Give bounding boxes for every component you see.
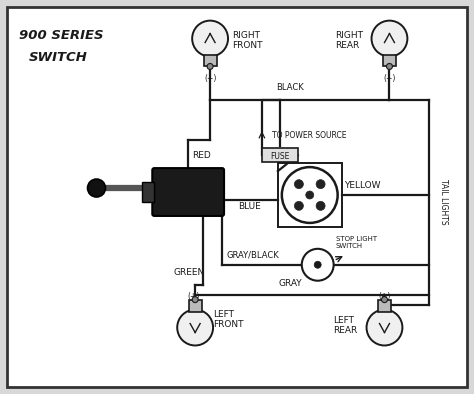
Bar: [278, 163, 342, 227]
Text: (+): (+): [204, 74, 217, 84]
Circle shape: [372, 20, 407, 56]
Text: SWITCH: SWITCH: [29, 50, 88, 63]
Circle shape: [294, 180, 303, 189]
Text: (+): (+): [383, 74, 396, 84]
Text: TO POWER SOURCE: TO POWER SOURCE: [272, 131, 346, 140]
Text: (+): (+): [379, 292, 391, 301]
Text: GRAY/BLACK: GRAY/BLACK: [226, 251, 279, 260]
Circle shape: [207, 63, 213, 69]
Text: GREEN: GREEN: [173, 268, 205, 277]
Text: LEFT
REAR: LEFT REAR: [333, 316, 357, 335]
Circle shape: [382, 297, 387, 303]
Circle shape: [282, 167, 337, 223]
Circle shape: [177, 310, 213, 346]
Circle shape: [316, 201, 325, 210]
Circle shape: [316, 180, 325, 189]
Text: 900 SERIES: 900 SERIES: [19, 29, 103, 42]
Circle shape: [314, 261, 321, 268]
Text: BLUE: BLUE: [238, 202, 261, 211]
Circle shape: [192, 297, 198, 303]
Text: RED: RED: [192, 151, 211, 160]
Circle shape: [386, 63, 392, 69]
Circle shape: [192, 20, 228, 56]
Bar: [189, 299, 201, 312]
Text: LEFT
FRONT: LEFT FRONT: [213, 310, 244, 329]
Text: TAIL LIGHTS: TAIL LIGHTS: [439, 179, 448, 225]
Text: RIGHT
FRONT: RIGHT FRONT: [232, 31, 263, 50]
Text: RIGHT
REAR: RIGHT REAR: [335, 31, 363, 50]
Bar: [383, 54, 396, 67]
Circle shape: [294, 201, 303, 210]
Circle shape: [306, 191, 314, 199]
FancyBboxPatch shape: [262, 148, 298, 162]
Text: YELLOW: YELLOW: [344, 181, 380, 190]
Text: STOP LIGHT
SWITCH: STOP LIGHT SWITCH: [336, 236, 377, 249]
Circle shape: [366, 310, 402, 346]
Text: (+): (+): [187, 292, 200, 301]
Text: FUSE: FUSE: [270, 152, 290, 161]
Bar: [142, 182, 155, 202]
FancyBboxPatch shape: [152, 168, 224, 216]
Circle shape: [88, 179, 106, 197]
Text: GRAY: GRAY: [278, 279, 301, 288]
Bar: [204, 54, 217, 67]
Text: BLACK: BLACK: [276, 84, 304, 92]
Bar: [378, 299, 391, 312]
Circle shape: [302, 249, 334, 281]
